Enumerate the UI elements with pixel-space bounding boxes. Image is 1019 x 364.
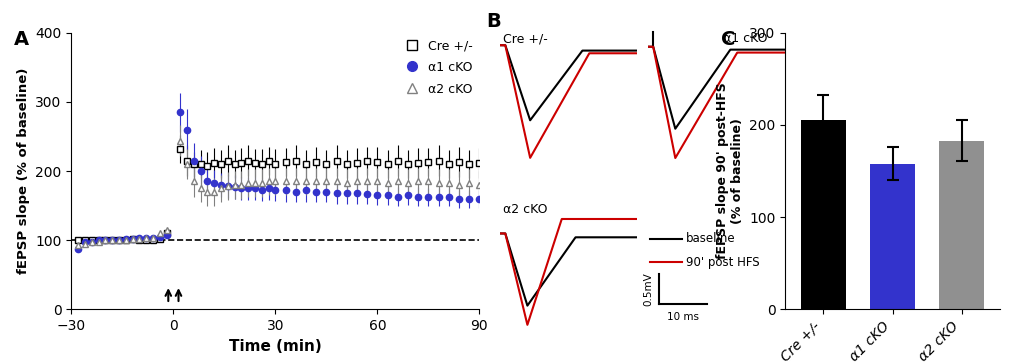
Text: A: A [14, 30, 30, 49]
X-axis label: Time (min): Time (min) [229, 339, 321, 354]
Bar [938, 141, 983, 309]
Bar [869, 164, 914, 309]
Y-axis label: fEPSP slope 90' post-HFS
(% of baseline): fEPSP slope 90' post-HFS (% of baseline) [715, 83, 743, 260]
Text: α2 cKO: α2 cKO [502, 203, 546, 216]
Text: 10 ms: 10 ms [666, 312, 698, 322]
Text: B: B [486, 12, 500, 31]
Y-axis label: fEPSP slope (% of baseline): fEPSP slope (% of baseline) [16, 68, 30, 274]
Legend: Cre +/-, α1 cKO, α2 cKO: Cre +/-, α1 cKO, α2 cKO [399, 39, 473, 95]
Text: α1 cKO: α1 cKO [722, 32, 767, 45]
Text: Cre +/-: Cre +/- [502, 32, 547, 45]
Text: 90' post HFS: 90' post HFS [686, 256, 759, 269]
Text: baseline: baseline [686, 233, 735, 245]
Bar [800, 120, 845, 309]
Text: 0.5mV: 0.5mV [643, 272, 652, 306]
Text: C: C [720, 30, 735, 49]
